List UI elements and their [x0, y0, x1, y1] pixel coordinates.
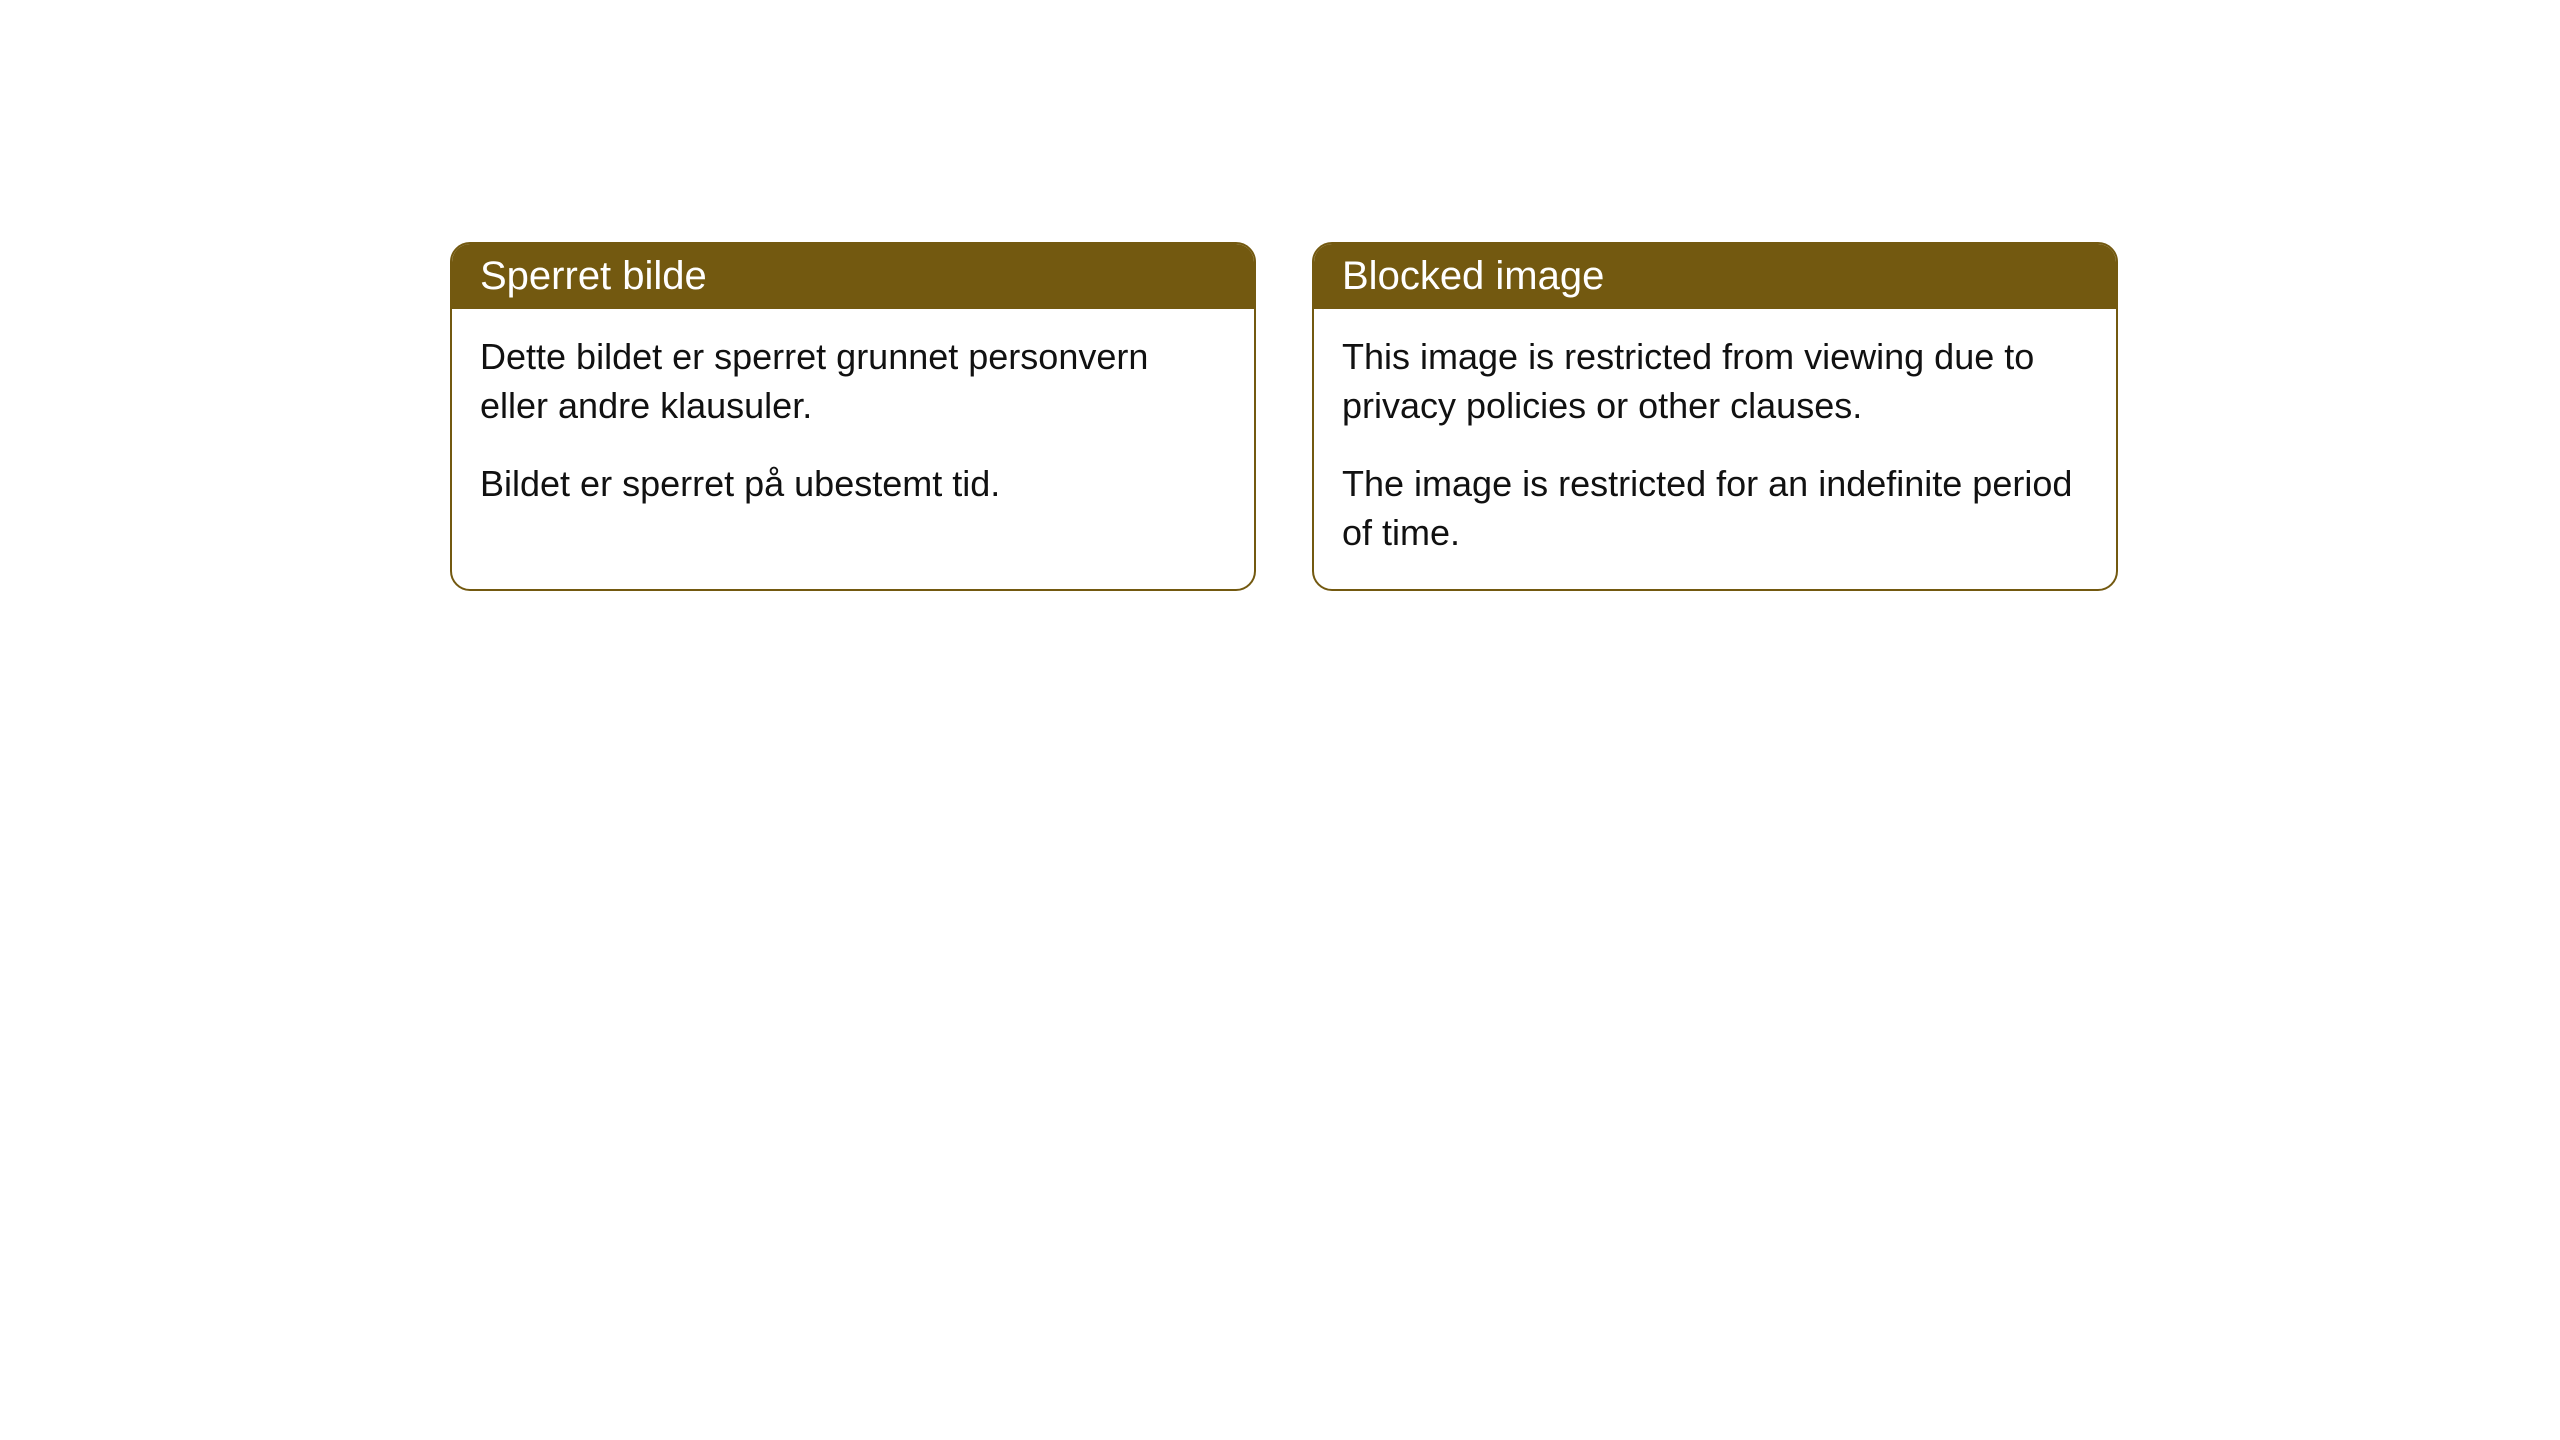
notice-container: Sperret bilde Dette bildet er sperret gr…: [450, 242, 2118, 591]
notice-card-english: Blocked image This image is restricted f…: [1312, 242, 2118, 591]
card-paragraph-2: Bildet er sperret på ubestemt tid.: [480, 460, 1226, 509]
card-paragraph-2: The image is restricted for an indefinit…: [1342, 460, 2088, 557]
notice-card-norwegian: Sperret bilde Dette bildet er sperret gr…: [450, 242, 1256, 591]
card-paragraph-1: Dette bildet er sperret grunnet personve…: [480, 333, 1226, 430]
card-title: Blocked image: [1342, 254, 1604, 298]
card-body: This image is restricted from viewing du…: [1314, 309, 2116, 589]
card-header: Sperret bilde: [452, 244, 1254, 309]
card-paragraph-1: This image is restricted from viewing du…: [1342, 333, 2088, 430]
card-header: Blocked image: [1314, 244, 2116, 309]
card-title: Sperret bilde: [480, 254, 707, 298]
card-body: Dette bildet er sperret grunnet personve…: [452, 309, 1254, 541]
